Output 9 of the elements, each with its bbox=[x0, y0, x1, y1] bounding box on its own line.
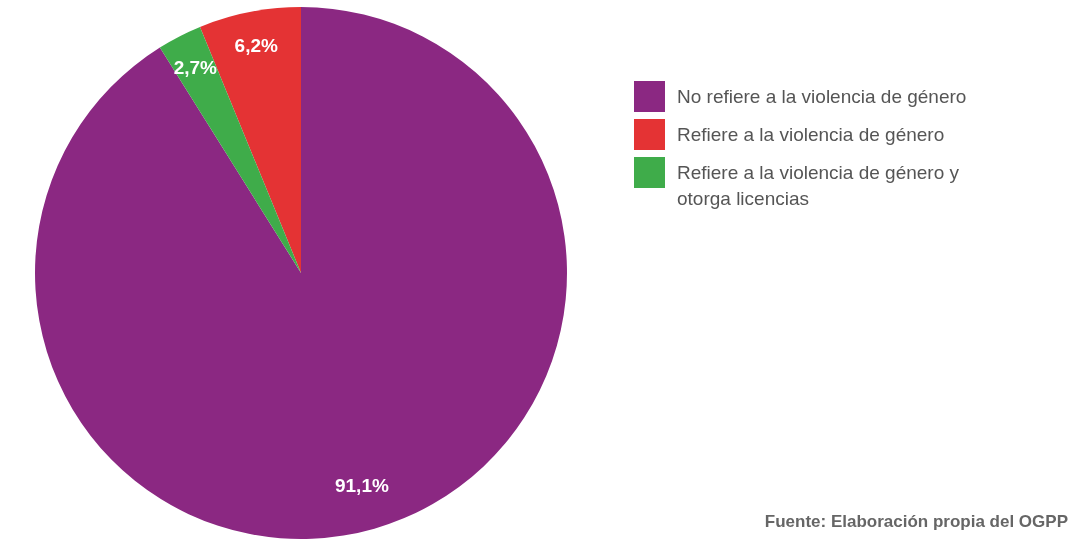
legend-label: Refiere a la violencia de género y otorga licencias bbox=[677, 161, 960, 209]
data-label: 6,2% bbox=[234, 35, 278, 57]
data-label: 2,7% bbox=[173, 56, 218, 78]
pie-slice bbox=[159, 26, 301, 273]
legend-label: Refiere a la violencia de género bbox=[677, 123, 945, 145]
pie-slice bbox=[35, 7, 567, 539]
data-label: 91,1% bbox=[334, 474, 389, 496]
source-note: Fuente: Elaboración propia del OGPP bbox=[764, 512, 1068, 531]
legend-label: No refiere a la violencia de género bbox=[677, 85, 967, 107]
